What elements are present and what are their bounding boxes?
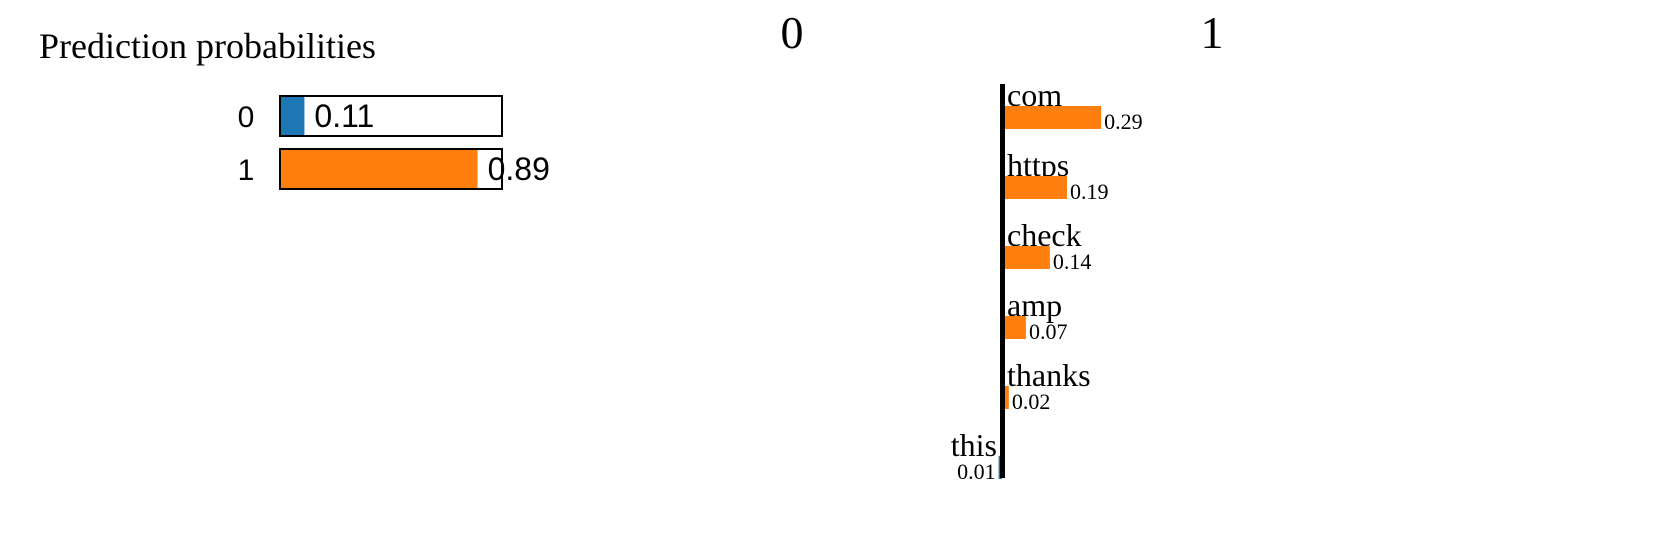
class-label: 0 [238, 101, 255, 134]
class-1-header: 1 [1201, 7, 1224, 58]
feature-weight-bar [1002, 106, 1102, 129]
proba-row-1: 1 0.89 [238, 148, 550, 190]
class-label: 1 [238, 154, 255, 187]
feature-weight-label: 0.07 [1029, 319, 1068, 344]
feature-weight-bar [1002, 246, 1050, 269]
proba-row-0: 0 0.11 [238, 95, 503, 137]
probability-bar [280, 96, 305, 136]
prediction-probabilities-chart: Prediction probabilities 0 0.111 0.89 [39, 26, 550, 190]
probability-bar-frame [279, 148, 503, 190]
feature-name: this [951, 427, 997, 463]
feature-weight-label: 0.02 [1012, 389, 1051, 414]
chart-title: Prediction probabilities [39, 26, 376, 66]
feature-weight-bar [1002, 316, 1026, 339]
feature-weight-label: 0.29 [1104, 109, 1143, 134]
class-0-header: 0 [781, 7, 804, 58]
probability-value-label: 0.89 [488, 151, 550, 187]
zero-axis-line [1000, 84, 1005, 478]
probability-bar [280, 149, 478, 189]
probability-bar-frame [279, 95, 503, 137]
feature-weight-label: 0.14 [1053, 249, 1092, 274]
probability-value-label: 0.11 [314, 98, 374, 134]
feature-weight-bar [1002, 386, 1009, 409]
feature-name: thanks [1007, 357, 1091, 393]
feature-weight-label: 0.01 [957, 459, 996, 484]
feature-weight-bar [1002, 176, 1067, 199]
feature-weight-label: 0.19 [1070, 179, 1109, 204]
